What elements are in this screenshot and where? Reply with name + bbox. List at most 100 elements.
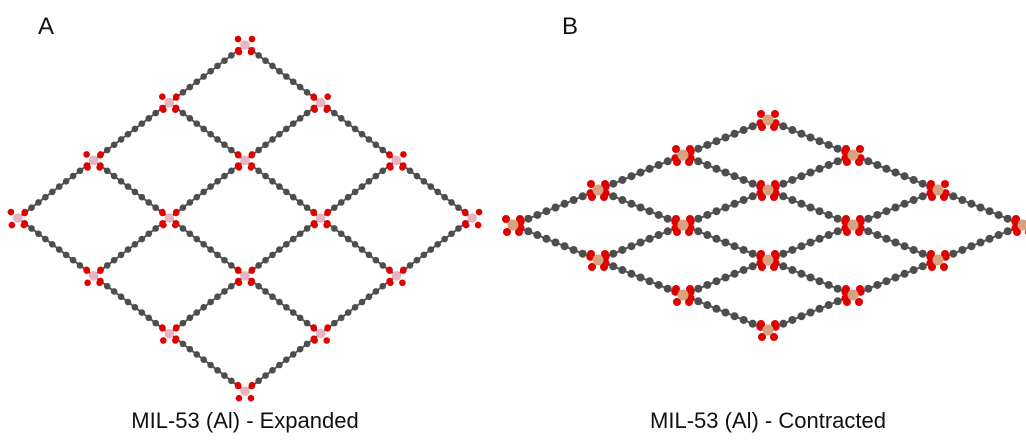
carbon-atom	[779, 262, 787, 270]
carbon-atom	[703, 231, 711, 239]
carbon-atom	[807, 309, 815, 317]
carbon-atom	[111, 257, 118, 264]
metal-atom	[240, 40, 250, 50]
carbon-atom	[193, 194, 200, 201]
carbon-atom	[797, 172, 805, 180]
carbon-atom	[255, 283, 262, 290]
oxygen-atom	[173, 209, 180, 216]
carbon-atom	[834, 215, 842, 223]
carbon-atom	[262, 141, 269, 148]
carbon-atom	[132, 304, 139, 311]
carbon-atom	[152, 110, 159, 117]
figure: A B MIL-53 (Al) - Expanded MIL-53 (Al) -…	[0, 0, 1026, 441]
carbon-atom	[228, 283, 235, 290]
carbon-atom	[609, 192, 617, 200]
carbon-atom	[816, 235, 824, 243]
oxygen-atom	[160, 106, 167, 113]
carbon-atom	[359, 299, 366, 306]
carbon-atom	[145, 315, 152, 322]
carbon-atom	[731, 172, 739, 180]
carbon-atom	[276, 299, 283, 306]
oxygen-atom	[249, 151, 256, 158]
oxygen-atom	[475, 222, 482, 229]
carbon-atom	[193, 120, 200, 127]
oxygen-atom	[324, 324, 331, 331]
carbon-atom	[579, 192, 587, 200]
carbon-atom	[331, 204, 338, 211]
carbon-atom	[200, 126, 207, 133]
carbon-atom	[703, 281, 711, 289]
carbon-atom	[269, 252, 276, 259]
carbon-atom	[901, 242, 909, 250]
carbon-atom	[834, 145, 842, 153]
carbon-atom	[779, 320, 787, 328]
carbon-atom	[901, 172, 909, 180]
oxygen-atom	[248, 164, 255, 171]
carbon-atom	[352, 304, 359, 311]
carbon-atom	[977, 204, 985, 212]
oxygen-atom	[400, 267, 407, 274]
carbon-atom	[290, 78, 297, 85]
carbon-atom	[228, 262, 235, 269]
carbon-atom	[290, 236, 297, 243]
carbon-atom	[995, 211, 1003, 219]
panel-letter: A	[38, 13, 54, 40]
carbon-atom	[187, 115, 194, 122]
carbon-atom	[49, 189, 56, 196]
oxygen-atom	[249, 36, 256, 43]
carbon-atom	[448, 199, 455, 206]
oxygen-atom	[324, 209, 331, 216]
oxygen-atom	[236, 49, 243, 56]
oxygen-atom	[235, 36, 242, 43]
metal-atom	[467, 213, 477, 223]
carbon-atom	[703, 141, 711, 149]
oxygen-atom	[323, 222, 330, 229]
carbon-atom	[834, 157, 842, 165]
carbon-atom	[379, 167, 386, 174]
carbon-atom	[864, 227, 872, 235]
carbon-atom	[797, 270, 805, 278]
carbon-atom	[892, 204, 900, 212]
carbon-atom	[421, 252, 428, 259]
oxygen-atom	[310, 93, 317, 100]
oxygen-atom	[173, 93, 180, 100]
carbon-atom	[276, 131, 283, 138]
oxygen-atom	[310, 209, 317, 216]
carbon-atom	[618, 196, 626, 204]
carbon-atom	[825, 301, 833, 309]
carbon-atom	[967, 200, 975, 208]
carbon-atom	[958, 196, 966, 204]
carbon-atom	[797, 130, 805, 138]
carbon-atom	[345, 236, 352, 243]
carbon-atom	[627, 242, 635, 250]
oxygen-atom	[387, 280, 394, 287]
oxygen-atom	[248, 49, 255, 56]
carbon-atom	[49, 241, 56, 248]
carbon-atom	[297, 199, 304, 206]
carbon-atom	[297, 315, 304, 322]
oxygen-atom	[173, 324, 180, 331]
carbon-atom	[627, 270, 635, 278]
carbon-atom	[283, 356, 290, 363]
panel-caption: MIL-53 (Al) - Expanded	[131, 408, 358, 433]
carbon-atom	[579, 250, 587, 258]
carbon-atom	[797, 242, 805, 250]
carbon-atom	[366, 136, 373, 143]
carbon-atom	[864, 215, 872, 223]
carbon-atom	[637, 239, 645, 247]
carbon-atom	[434, 189, 441, 196]
carbon-atom	[455, 225, 462, 232]
carbon-atom	[892, 239, 900, 247]
carbon-atom	[788, 246, 796, 254]
carbon-atom	[561, 242, 569, 250]
oxygen-atom	[386, 267, 393, 274]
oxygen-atom	[323, 106, 330, 113]
carbon-atom	[740, 316, 748, 324]
oxygen-atom	[84, 164, 91, 171]
oxygen-atom	[463, 222, 470, 229]
carbon-atom	[359, 183, 366, 190]
carbon-atom	[873, 281, 881, 289]
oxygen-atom	[236, 280, 243, 287]
carbon-atom	[722, 309, 730, 317]
carbon-atom	[995, 231, 1003, 239]
